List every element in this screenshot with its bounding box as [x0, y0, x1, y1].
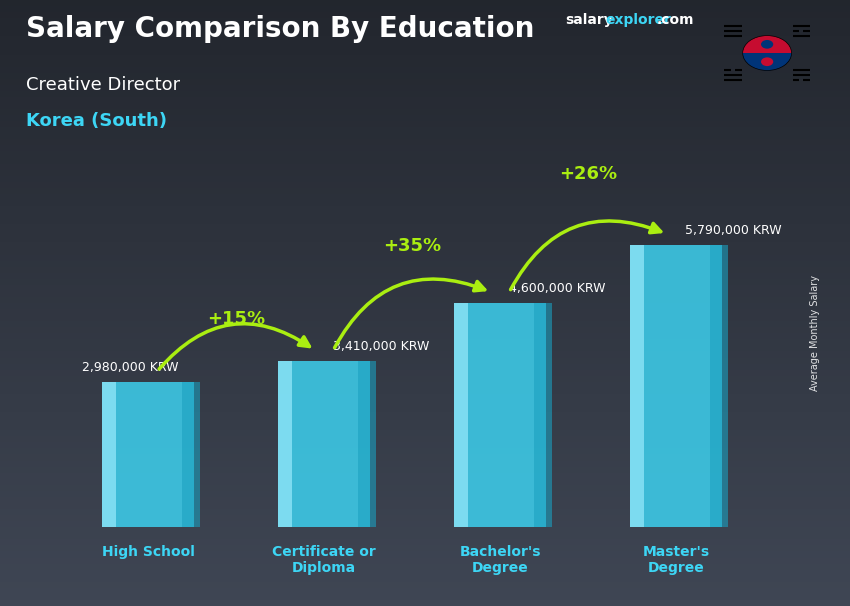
Text: salary: salary: [565, 13, 613, 27]
Polygon shape: [194, 382, 201, 527]
Bar: [534, 302, 546, 527]
Text: +35%: +35%: [383, 238, 441, 255]
Bar: [710, 245, 722, 527]
Circle shape: [761, 58, 774, 66]
Wedge shape: [743, 36, 791, 53]
Circle shape: [761, 40, 774, 48]
Text: explorer: explorer: [605, 13, 671, 27]
Bar: [102, 382, 116, 527]
Text: 5,790,000 KRW: 5,790,000 KRW: [685, 224, 781, 237]
Bar: [631, 245, 722, 527]
Bar: [182, 382, 194, 527]
Circle shape: [755, 53, 779, 70]
Polygon shape: [722, 245, 728, 527]
Text: Certificate or
Diploma: Certificate or Diploma: [272, 545, 376, 575]
Text: Creative Director: Creative Director: [26, 76, 179, 94]
Text: Average Monthly Salary: Average Monthly Salary: [810, 275, 820, 391]
Text: Bachelor's
Degree: Bachelor's Degree: [459, 545, 541, 575]
Text: 2,980,000 KRW: 2,980,000 KRW: [82, 361, 178, 374]
Bar: [102, 382, 194, 527]
Text: +15%: +15%: [207, 310, 265, 328]
Bar: [278, 361, 370, 527]
Polygon shape: [546, 302, 552, 527]
Bar: [358, 361, 370, 527]
Bar: [631, 245, 644, 527]
Text: 4,600,000 KRW: 4,600,000 KRW: [509, 282, 605, 295]
Text: Salary Comparison By Education: Salary Comparison By Education: [26, 15, 534, 43]
Circle shape: [755, 36, 779, 53]
Wedge shape: [743, 53, 791, 70]
Text: Master's
Degree: Master's Degree: [643, 545, 710, 575]
Text: High School: High School: [102, 545, 195, 559]
Bar: [455, 302, 546, 527]
Text: Korea (South): Korea (South): [26, 112, 167, 130]
Text: +26%: +26%: [559, 165, 617, 183]
Text: .com: .com: [657, 13, 694, 27]
Bar: [455, 302, 468, 527]
Text: 3,410,000 KRW: 3,410,000 KRW: [333, 340, 429, 353]
Polygon shape: [370, 361, 377, 527]
Bar: [278, 361, 292, 527]
